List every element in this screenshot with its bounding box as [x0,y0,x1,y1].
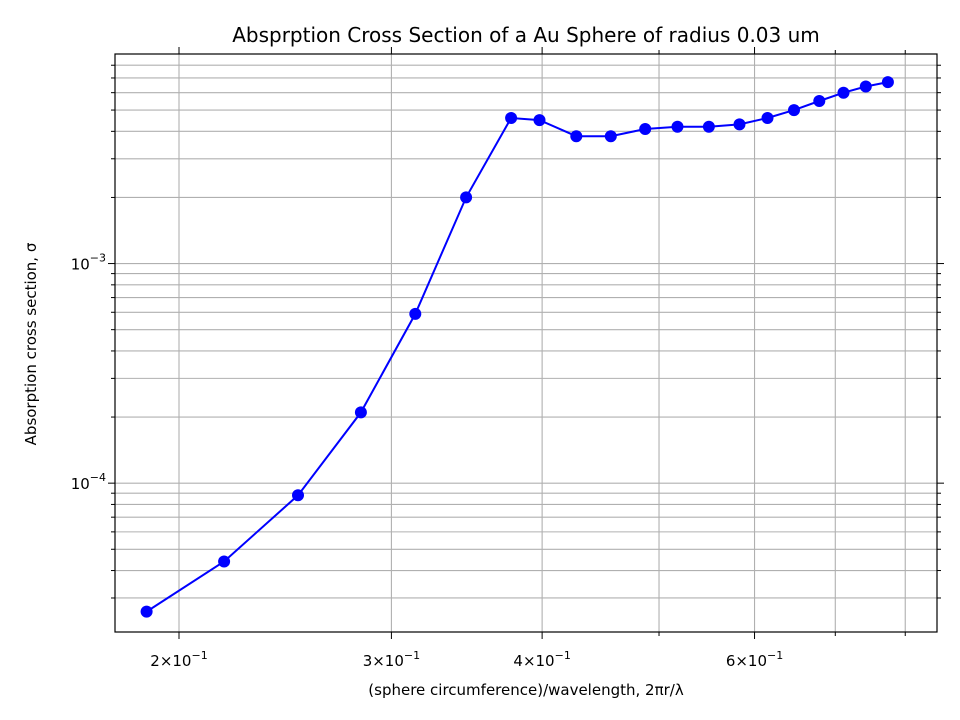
data-point [881,76,894,89]
y-axis-label: Absorption cross section, σ [22,242,40,445]
data-point [409,307,422,320]
ticks [108,47,944,639]
x-axis-label: (sphere circumference)/wavelength, 2πr/λ [368,681,684,699]
data-point [533,114,546,127]
x-tick-label: 2×10−1 [150,649,207,670]
data-point [788,104,800,117]
y-tick-label: 10−3 [71,252,106,274]
data-point [460,191,473,204]
plot-frame [114,53,938,633]
data-point [218,555,231,568]
data-point [761,112,774,124]
x-tick-label: 6×10−1 [726,649,783,670]
y-tick-label: 10−4 [71,471,106,493]
data-point [292,489,304,502]
axes-frame [114,53,938,633]
data-point [859,80,872,93]
data-point [702,120,715,133]
data-point [671,120,684,133]
data-point [733,118,746,131]
data-point [837,86,850,99]
x-tick-label: 4×10−1 [513,649,570,670]
grid [115,54,937,632]
chart-title: Absprption Cross Section of a Au Sphere … [232,23,820,47]
data-point [354,406,367,419]
x-tick-label: 3×10−1 [363,649,420,670]
data-point [140,605,153,618]
tick-labels: 2×10−1 3×10−1 4×10−1 6×10−1 10−4 10−3 [71,252,784,670]
data-point [505,112,518,124]
data-series [140,76,894,618]
data-point [604,130,617,143]
data-point [639,123,652,135]
data-point [813,95,826,107]
data-point [570,130,583,143]
